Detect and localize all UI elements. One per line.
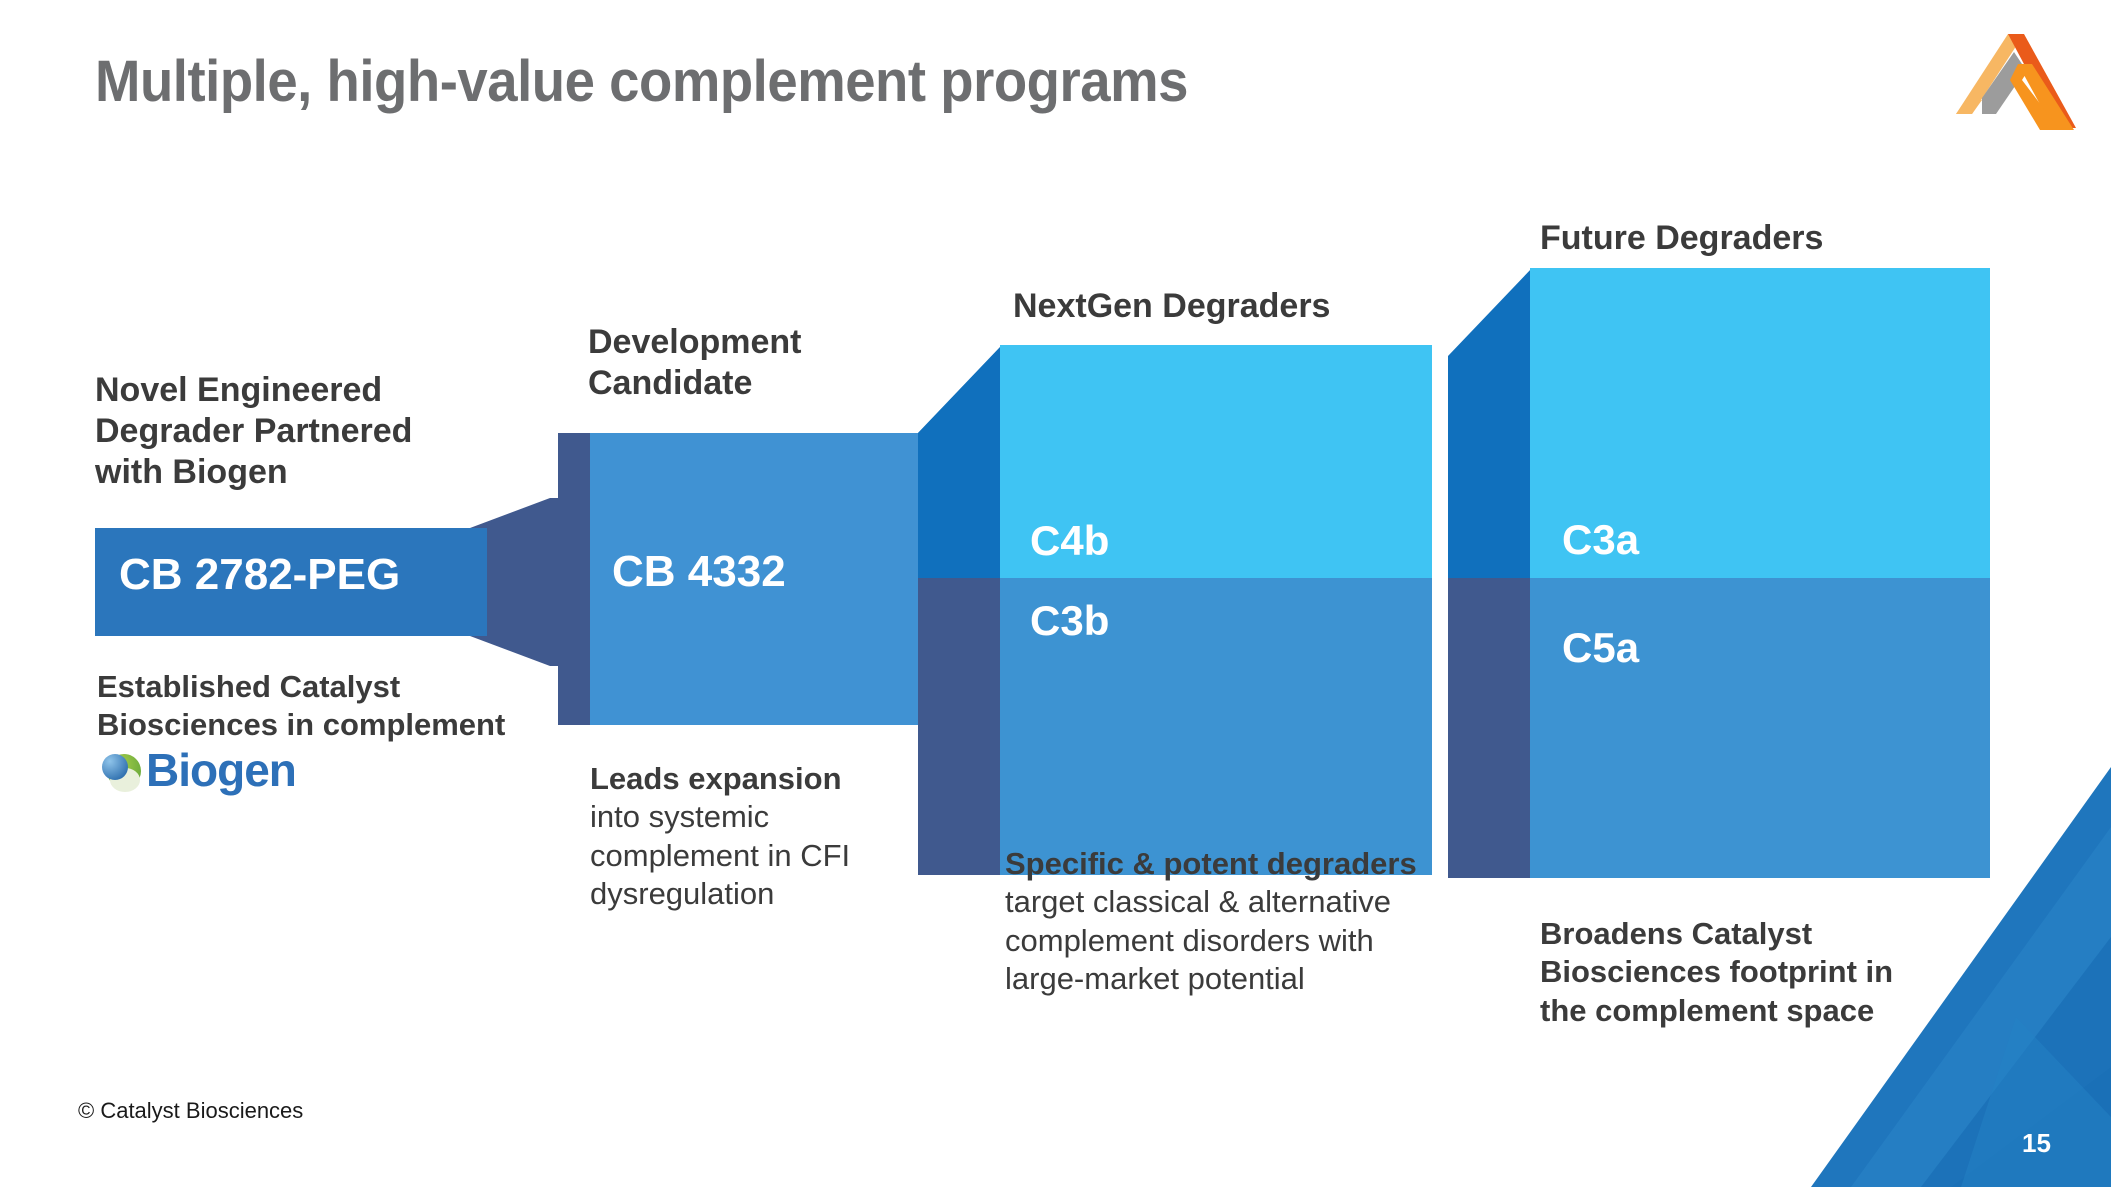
stage-1-heading-line-3: with Biogen	[95, 452, 288, 491]
biogen-logo: Biogen	[100, 744, 330, 803]
stage-4-caption-line-2: Biosciences footprint in	[1540, 954, 1894, 990]
stage-3-caption-regular-line-3: large-market potential	[1005, 961, 1305, 997]
stage-4-block: C3a C5a	[1530, 268, 1990, 878]
stage-3-caption-bold: Specific & potent degraders	[1005, 846, 1417, 881]
stage-1-caption-line-1: Established Catalyst	[97, 669, 401, 704]
stage-3-caption-regular-line-1: target classical & alternative	[1005, 884, 1391, 920]
stage-1-fold	[470, 498, 580, 666]
stage-4-label-top: C3a	[1562, 516, 1640, 563]
stage-3-left-fold	[918, 345, 1002, 875]
stage-4-label-bottom: C5a	[1562, 624, 1640, 671]
biogen-wordmark: Biogen	[146, 744, 297, 796]
stage-1-heading: Novel Engineered Degrader Partnered with…	[95, 370, 495, 492]
stage-4-caption: Broadens Catalyst Biosciences footprint …	[1540, 915, 1960, 1030]
stage-4-heading-line-1: Future Degraders	[1540, 219, 1824, 257]
stage-4-caption-line-1: Broadens Catalyst	[1540, 916, 1813, 951]
stage-3-bottom-fill	[1000, 578, 1432, 875]
stage-2-block: CB 4332	[590, 433, 920, 725]
stage-3-heading: NextGen Degraders	[1013, 286, 1433, 327]
stage-2-left-fold	[558, 433, 592, 725]
stage-4-heading: Future Degraders	[1540, 218, 1960, 259]
stage-3-top-fill	[1000, 345, 1432, 578]
stage-4-caption-line-3: the complement space	[1540, 992, 1875, 1028]
stage-4-left-fold	[1448, 268, 1532, 878]
stage-1-caption-line-2: Biosciences in complement	[97, 707, 506, 743]
stage-2-block-fill	[590, 433, 920, 725]
stage-1-block-fill	[95, 528, 487, 636]
page-number: 15	[2022, 1128, 2051, 1158]
stage-1-heading-line-2: Degrader Partnered	[95, 411, 413, 450]
stage-1-block: CB 2782-PEG	[95, 528, 487, 636]
stage-2-caption-bold: Leads expansion	[590, 761, 842, 796]
page-title: Multiple, high-value complement programs	[95, 49, 1188, 114]
stage-3-heading-line-1: NextGen Degraders	[1013, 287, 1331, 325]
stage-2-caption-regular-line-3: dysregulation	[590, 876, 775, 912]
stage-2-label: CB 4332	[612, 547, 786, 596]
copyright-text: © Catalyst Biosciences	[78, 1098, 304, 1123]
stage-1-heading-line-1: Novel Engineered	[95, 371, 383, 409]
stage-3-block: C4b C3b	[1000, 345, 1432, 875]
stage-2-heading-line-2: Candidate	[588, 363, 753, 402]
stage-4-bottom-fill	[1530, 578, 1990, 878]
stage-3-label-top: C4b	[1030, 517, 1110, 564]
corner-decoration	[1811, 767, 2111, 1187]
stage-2-caption-regular-line-1: into systemic	[590, 799, 770, 835]
stage-3-caption: Specific & potent degraders target class…	[1005, 845, 1455, 999]
stage-3-label-bottom: C3b	[1030, 597, 1110, 644]
stage-4-top-fill	[1530, 268, 1990, 578]
catalyst-biosciences-logo-icon	[1952, 30, 2080, 134]
stage-2-caption: Leads expansion into systemic complement…	[590, 760, 910, 914]
stage-2-caption-regular-line-2: complement in CFI	[590, 837, 851, 873]
stage-1-caption: Established Catalyst Biosciences in comp…	[97, 668, 527, 745]
stage-3-caption-regular-line-2: complement disorders with	[1005, 922, 1374, 958]
stage-2-heading: Development Candidate	[588, 322, 928, 404]
stage-1-label: CB 2782-PEG	[119, 550, 401, 599]
stage-2-heading-line-1: Development	[588, 323, 802, 361]
